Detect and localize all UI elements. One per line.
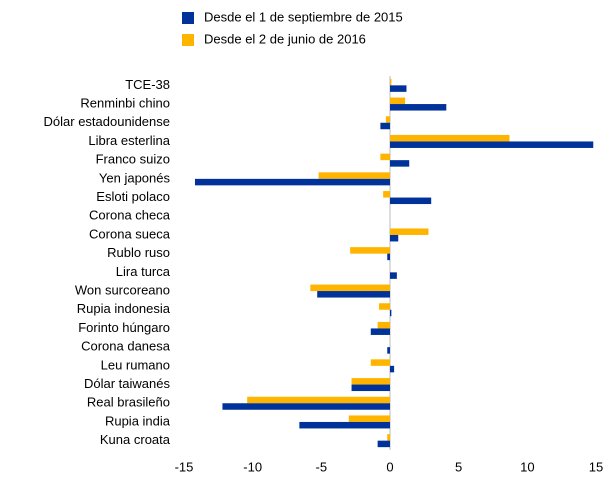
bar <box>299 421 390 429</box>
y-tick-label: Yen japonés <box>99 170 171 185</box>
x-tick-label: -10 <box>243 459 262 474</box>
bar <box>390 160 410 167</box>
bar <box>390 97 406 105</box>
y-tick-label: Leu rumano <box>101 357 170 372</box>
bar <box>370 328 390 335</box>
bar <box>390 78 392 86</box>
y-tick-label: Corona checa <box>89 208 171 223</box>
bar <box>247 396 390 404</box>
x-tick-label: 0 <box>386 459 393 474</box>
y-tick-label: TCE-38 <box>125 77 170 92</box>
y-tick-label: Franco suizo <box>96 152 170 167</box>
legend-swatch <box>182 12 194 24</box>
y-tick-label: Corona danesa <box>81 339 171 354</box>
bar <box>370 359 390 366</box>
bar <box>390 104 447 111</box>
x-tick-label: 15 <box>589 459 603 474</box>
legend-swatch <box>182 34 194 46</box>
bar <box>377 440 390 448</box>
x-tick-label: -15 <box>175 459 194 474</box>
bar <box>390 272 397 279</box>
bar <box>377 321 390 329</box>
bar <box>380 153 390 161</box>
bar <box>351 384 390 392</box>
bar <box>385 116 390 123</box>
bar <box>380 122 390 130</box>
x-tick-label: -5 <box>316 459 328 474</box>
bar <box>390 134 510 142</box>
bar <box>387 253 390 261</box>
y-tick-label: Esloti polaco <box>96 189 170 204</box>
bar <box>318 172 390 179</box>
x-tick-label: 10 <box>520 459 534 474</box>
y-tick-label: Dólar taiwanés <box>84 376 170 391</box>
bar <box>390 234 399 242</box>
bar <box>390 228 429 235</box>
y-tick-label: Corona sueca <box>89 226 171 241</box>
bar <box>310 284 390 292</box>
legend-label: Desde el 2 de junio de 2016 <box>204 31 366 46</box>
y-tick-label: Real brasileño <box>87 395 170 410</box>
bar <box>387 347 390 354</box>
y-tick-label: Lira turca <box>116 264 171 279</box>
bar <box>350 247 390 254</box>
y-tick-label: Rupia indonesia <box>77 301 171 316</box>
bar <box>383 191 390 198</box>
y-tick-label: Renminbi chino <box>80 95 170 110</box>
bar <box>390 309 392 317</box>
y-tick-label: Rupia india <box>105 413 171 428</box>
y-tick-label: Won surcoreano <box>75 282 170 297</box>
bar <box>390 141 594 148</box>
bar <box>379 303 390 310</box>
legend-label: Desde el 1 de septiembre de 2015 <box>204 9 403 24</box>
bar <box>390 197 432 205</box>
bar <box>194 178 390 186</box>
y-tick-label: Libra esterlina <box>88 133 170 148</box>
y-tick-label: Dólar estadounidense <box>44 114 170 129</box>
x-tick-label: 5 <box>455 459 462 474</box>
bar <box>387 434 390 441</box>
y-tick-label: Kuna croata <box>100 432 171 447</box>
bar <box>222 403 390 410</box>
y-tick-label: Rublo ruso <box>107 245 170 260</box>
bar <box>351 378 390 385</box>
bar <box>390 85 407 92</box>
y-tick-label: Forinto húngaro <box>78 320 170 335</box>
bar <box>348 415 390 422</box>
bar <box>390 365 395 373</box>
bar <box>317 291 390 298</box>
